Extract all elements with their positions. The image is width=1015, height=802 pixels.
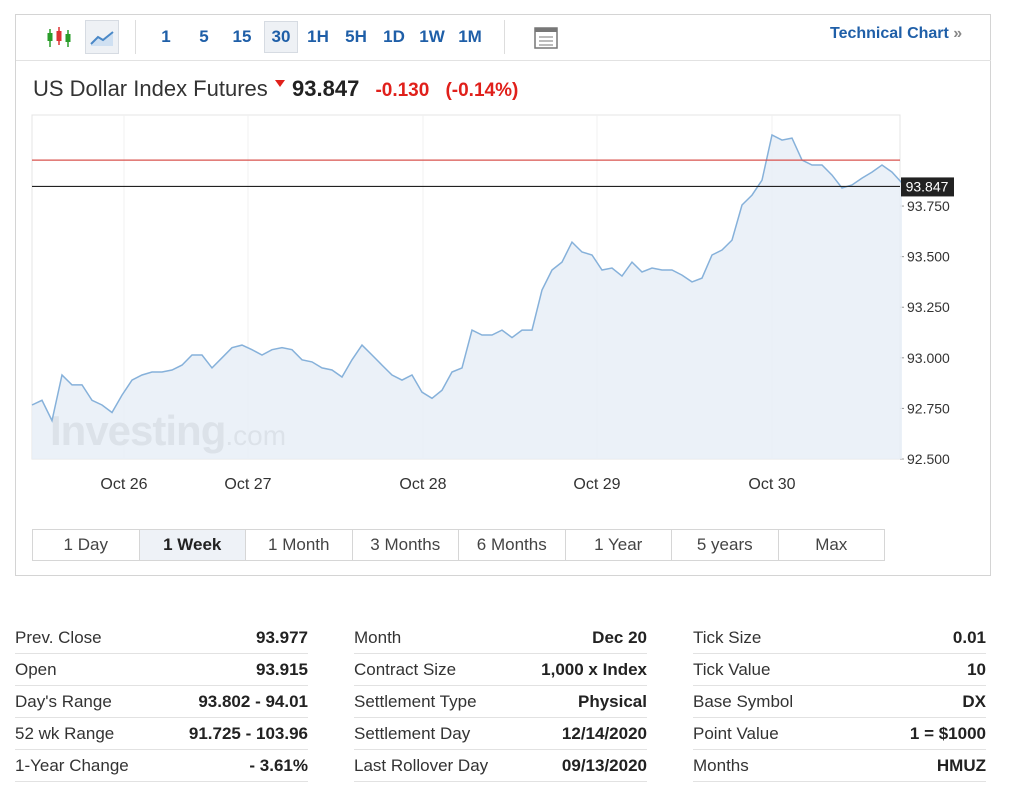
stats-row: Settlement Day 12/14/2020 [354, 718, 647, 750]
stat-label: Open [15, 659, 57, 679]
interval-button[interactable]: 1W [419, 27, 445, 46]
stat-value: 10 [967, 659, 986, 679]
stat-label: 1-Year Change [15, 755, 129, 775]
link-text[interactable]: Technical Chart [830, 25, 949, 42]
price-change: -0.130 [375, 80, 430, 101]
down-arrow [274, 80, 285, 87]
range-tab[interactable]: 1 Year [564, 530, 672, 560]
x-tick-label: Oct 26 [100, 476, 147, 493]
price-line [31, 133, 903, 423]
stat-value: Dec 20 [592, 627, 647, 647]
stat-label: Last Rollover Day [354, 755, 489, 775]
stat-label: Tick Value [693, 659, 771, 679]
interval-button[interactable]: 1D [383, 27, 405, 46]
y-tick-label: 92.750 [907, 400, 950, 416]
y-tick-label: 92.500 [907, 451, 950, 467]
x-tick-label: Oct 28 [399, 476, 446, 493]
stats-row: Month Dec 20 [354, 622, 647, 654]
stat-value: HMUZ [936, 755, 986, 775]
price-tag-label: 93.847 [906, 178, 949, 194]
stat-value: Physical [578, 691, 647, 711]
stats-row: Months HMUZ [693, 750, 986, 782]
price-chart: Oct 26 Oct 27 Oct 28 Oct 29 Oct 30 92.500 92.7… [31, 114, 954, 493]
range-tab[interactable]: Max [777, 530, 885, 560]
stats-column: Tick Size 0.01 Tick Value 10 Base Symbol DX Po… [693, 622, 986, 782]
chart-panel [15, 14, 991, 576]
technical-chart-link[interactable]: Technical Chart » [830, 25, 963, 42]
candlestick-icon[interactable] [46, 25, 72, 51]
stat-value: 1 = $1000 [909, 723, 986, 743]
y-tick-label: 93.750 [907, 198, 950, 214]
stats-row: 1-Year Change - 3.61% [15, 750, 308, 782]
range-tab[interactable]: 5 years [671, 530, 778, 560]
toolbar-divider [16, 60, 991, 61]
y-tick-label: 93.000 [907, 350, 950, 366]
stat-label: Months [693, 755, 749, 775]
x-tick-label: Oct 27 [224, 476, 271, 493]
stats-row: Tick Value 10 [693, 654, 986, 686]
percent-change: (-0.14%) [445, 80, 519, 101]
price-tag [901, 177, 954, 197]
stat-label: Month [354, 627, 402, 647]
instrument-name: US Dollar Index Futures [33, 76, 268, 101]
toolbar-separator [504, 20, 505, 54]
quote-header: US Dollar Index Futures 93.847 -0.130 (-… [33, 76, 518, 102]
range-tab[interactable]: 3 Months [351, 530, 459, 560]
stats-row: Last Rollover Day 09/13/2020 [354, 750, 647, 782]
stat-label: Base Symbol [693, 691, 794, 711]
stat-value: 93.915 [256, 659, 308, 679]
stats-row: Tick Size 0.01 [693, 622, 986, 654]
stats-row: Base Symbol DX [693, 686, 986, 718]
stat-value: 12/14/2020 [561, 723, 647, 743]
stat-label: Day's Range [15, 691, 112, 711]
x-tick-label: Oct 29 [573, 476, 620, 493]
stat-value: 0.01 [952, 627, 986, 647]
stat-label: Settlement Day [354, 723, 471, 743]
range-tabs: 1 Day 1 Week 1 Month 3 Months 6 Months 1 Year… [32, 529, 885, 561]
range-tab[interactable]: 1 Day [63, 535, 108, 554]
y-tick-label: 93.500 [907, 249, 950, 265]
interval-button[interactable]: 1M [458, 27, 482, 46]
stats-row: Prev. Close 93.977 [15, 622, 308, 654]
stat-value: 09/13/2020 [561, 755, 647, 775]
range-tab[interactable]: 6 Months [458, 530, 565, 560]
interval-button[interactable]: 5H [345, 27, 367, 46]
stat-value: DX [962, 691, 986, 711]
line-chart-icon[interactable] [85, 20, 119, 54]
last-price: 93.847 [292, 76, 360, 101]
stats-column: Month Dec 20 Contract Size 1,000 x Index Set… [354, 622, 647, 782]
stats-row: Settlement Type Physical [354, 686, 647, 718]
stat-value: - 3.61% [249, 755, 308, 775]
stats-column: Prev. Close 93.977 Open 93.915 Day's Range 93… [15, 622, 308, 782]
stat-label: Prev. Close [15, 627, 102, 647]
area-fill [32, 135, 902, 459]
stats-row: Open 93.915 [15, 654, 308, 686]
stat-label: 52 wk Range [15, 723, 115, 743]
stats-row: Point Value 1 = $1000 [693, 718, 986, 750]
interval-button[interactable]: 5 [199, 27, 209, 46]
stats-row: 52 wk Range 91.725 - 103.96 [15, 718, 308, 750]
x-tick-label: Oct 30 [748, 476, 795, 493]
interval-button[interactable]: 1 [161, 27, 171, 46]
stat-label: Contract Size [354, 659, 457, 679]
stats-row: Day's Range 93.802 - 94.01 [15, 686, 308, 718]
stats-row: Contract Size 1,000 x Index [354, 654, 647, 686]
layout-icon[interactable] [534, 27, 558, 49]
range-tab[interactable]: 1 Month [245, 530, 352, 560]
stat-value: 93.977 [256, 627, 308, 647]
stat-value: 1,000 x Index [541, 659, 647, 679]
interval-button[interactable]: 30 [264, 21, 298, 53]
stat-value: 91.725 - 103.96 [188, 723, 308, 743]
stat-label: Tick Size [693, 627, 762, 647]
stat-label: Point Value [693, 723, 779, 743]
stat-value: 93.802 - 94.01 [198, 691, 308, 711]
interval-button[interactable]: 15 [232, 27, 252, 46]
y-tick-label: 93.250 [907, 299, 950, 315]
stat-label: Settlement Type [354, 691, 477, 711]
range-tab[interactable]: 1 Week [138, 530, 245, 560]
toolbar-separator [135, 20, 136, 54]
interval-button[interactable]: 1H [307, 27, 329, 46]
